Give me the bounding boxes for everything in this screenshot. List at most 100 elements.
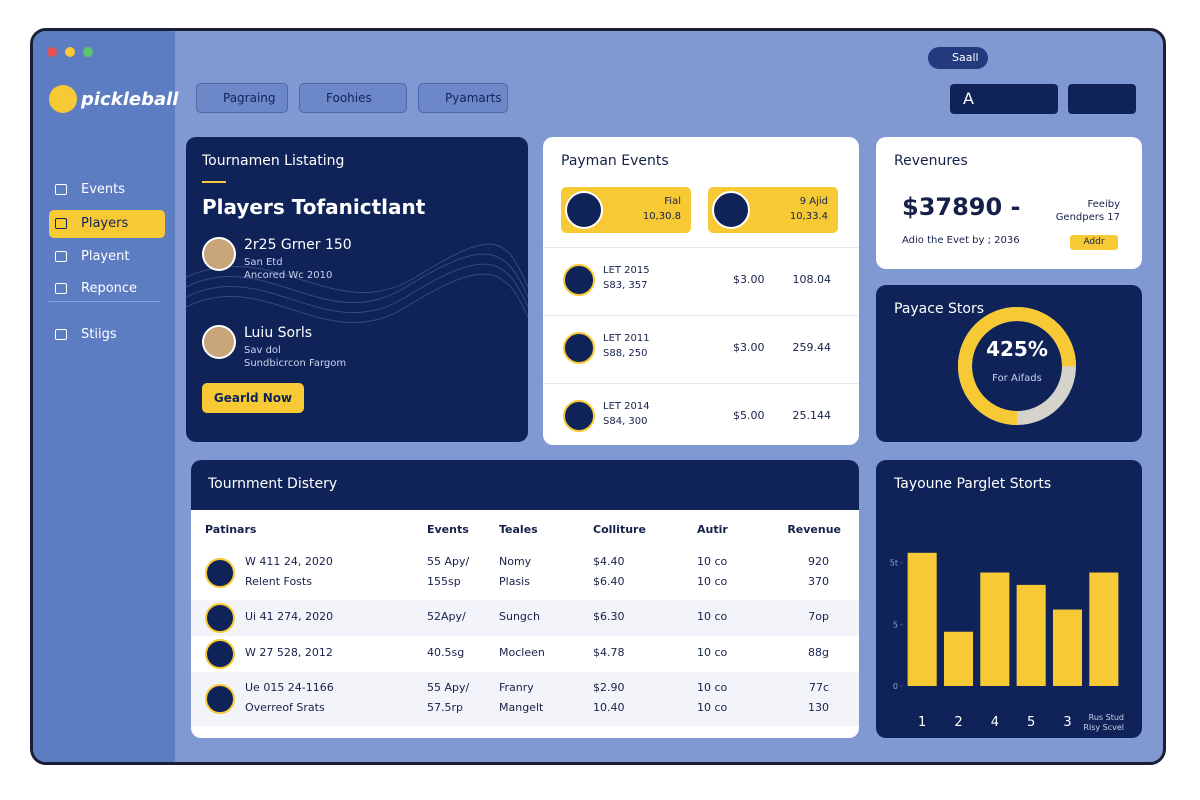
cell: 77c [808,681,829,694]
event-value: 108.04 [792,273,832,286]
donut-arc [958,307,1076,425]
chip-top: 9 Ajid [799,196,828,207]
bar [980,572,1010,686]
nav-icon [55,329,67,340]
bar [1052,609,1083,686]
cell: 10 co [697,681,728,694]
event-code: LET 2011 [603,333,650,344]
nav-item[interactable]: Stiigs [49,321,165,349]
dot [47,47,57,57]
player-detail: Ancored Wc 2010 [244,270,333,281]
event-sub: S88, 250 [603,348,648,359]
row-divider [543,383,859,384]
cell: $4.40 [593,555,625,568]
tool-group[interactable]: A [950,84,1058,114]
cell: Franry [499,681,534,694]
cell: Ue 015 24-1166 [245,681,334,694]
player-detail: Sav dol [244,345,281,356]
nav-label: Reponce [81,281,138,296]
row-avatar [205,639,235,669]
cell: W 27 528, 2012 [245,646,333,659]
nav-item[interactable]: Reponce [49,275,165,303]
cell: 10 co [697,555,728,568]
history-card: Tournment Distery Patinars Events Teales Co… [191,460,859,738]
cell: 88g [808,646,829,659]
event-value: 25.144 [792,409,832,422]
nav-item[interactable]: Players [49,210,165,238]
card-header: Tournment Distery [208,476,338,492]
card-header: Payman Events [561,153,669,169]
search[interactable]: Saall [928,47,988,69]
y-tick-label: 5t [890,559,898,568]
cell: 10.40 [593,701,625,714]
toolbar-button[interactable]: Pyamarts [418,83,508,113]
x-tick-label: 4 [991,715,999,730]
divider [49,301,161,302]
nav-icon [55,251,67,262]
cell: 155sp [427,575,461,588]
revenue-side: Feeiby [1087,199,1120,210]
chip-icon [565,191,603,229]
player-name: Luiu Sorls [244,325,313,341]
chip-bottom: 10,30.8 [642,211,681,222]
chip-icon [712,191,750,229]
legend-label: Rus Stud [1089,713,1124,722]
event-code: LET 2014 [603,401,650,412]
tool-group[interactable] [1068,84,1136,114]
nav-item[interactable]: Playent [49,243,165,271]
nav-item[interactable]: Events [49,176,165,204]
legend-label: Rlsy Scvel [1083,723,1124,732]
x-tick-label: 5 [1027,715,1035,730]
column-header: Revenue [787,523,841,536]
nav-icon [55,218,67,229]
cell: $6.40 [593,575,625,588]
player-name: 2r25 Grner 150 [244,237,352,253]
listing-title: Players Tofanictlant [202,195,426,219]
nav-icon [55,283,67,294]
x-tick-label: 2 [954,715,962,730]
cell: 130 [808,701,829,714]
column-header: Patinars [205,523,257,536]
row-divider [543,247,859,248]
cell: 7op [808,610,829,623]
nav-label: Stiigs [81,327,117,342]
bar [1016,584,1046,686]
y-tick-label: 5 [893,620,898,629]
donut-caption: For Aifads [992,373,1042,384]
cell: 55 Apy/ [427,555,470,568]
y-tick-label: 0 [893,682,898,691]
cta-button[interactable]: Gearld Now [202,383,304,413]
event-sub: S84, 300 [603,416,648,427]
cell: 52Apy/ [427,610,466,623]
cell: Nomy [499,555,532,568]
cell: $6.30 [593,610,625,623]
event-chip: Fial 10,30.8 [561,187,691,233]
wave [186,243,528,324]
event-price: $3.00 [733,273,765,286]
bar [943,631,974,686]
event-icon [563,332,595,364]
revenue-side: Gendpers 17 [1055,212,1120,223]
card-header: Revenures [894,153,968,169]
row-avatar [205,684,235,714]
cell: Mangelt [499,701,544,714]
cell: 10 co [697,610,728,623]
column-header: Colliture [593,523,646,536]
toolbar-button[interactable]: Pagraing [196,83,288,113]
event-price: $3.00 [733,341,765,354]
nav-label: Players [81,216,129,231]
cell: Sungch [499,610,540,623]
player-detail: San Etd [244,257,283,268]
toolbar-button[interactable]: Foohies [299,83,407,113]
revenue-card: Revenures $37890 - Feeiby Gendpers 17 Ad… [876,137,1142,269]
cell: 10 co [697,701,728,714]
donut [958,307,1076,425]
nav-label: Playent [81,249,130,264]
row-avatar [205,603,235,633]
cell: 40.5sg [427,646,465,659]
player-detail: Sundbicrcon Fargom [244,358,347,369]
badge: Addr [1070,235,1118,250]
avatar [202,325,236,359]
